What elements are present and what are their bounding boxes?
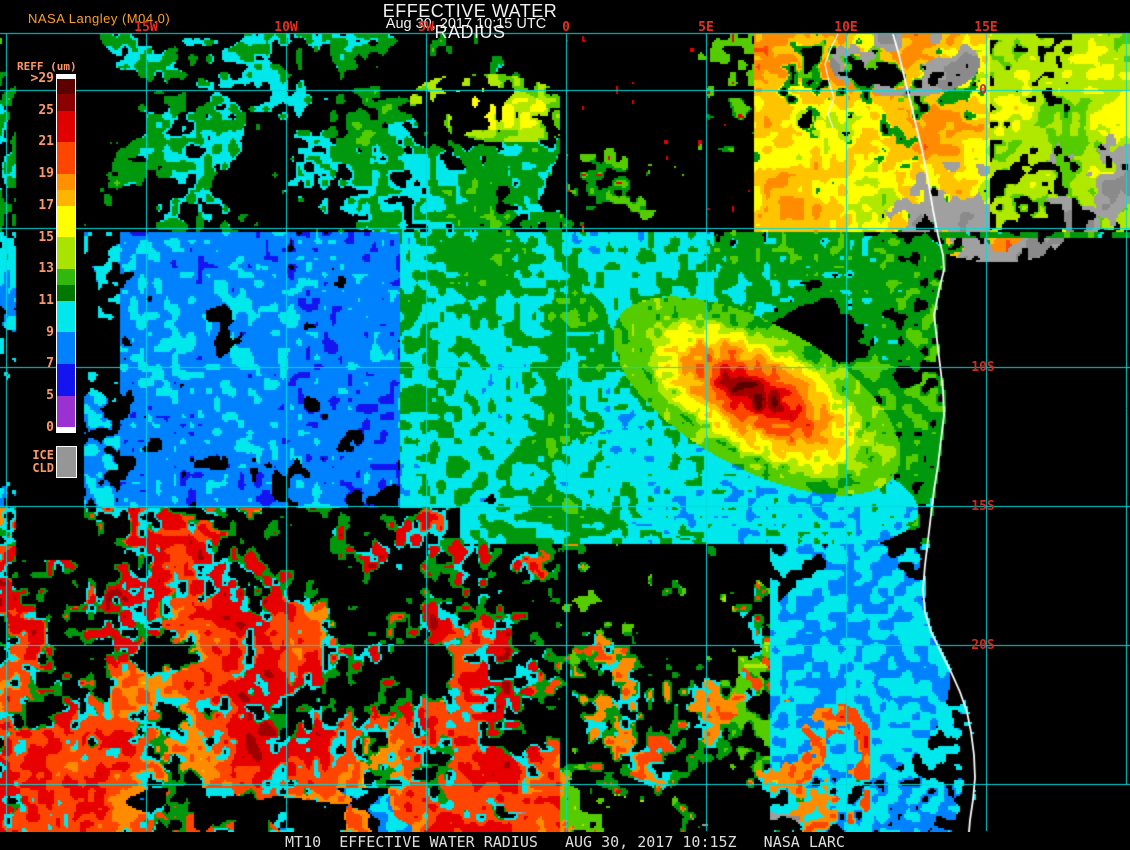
legend-colorbar — [56, 74, 76, 433]
map-subtitle: Aug 30, 2017 10:15 UTC — [385, 16, 547, 32]
legend-tick-21: 21 — [38, 134, 54, 150]
latitude-label-0: 0 — [979, 83, 987, 98]
longitude-label-15E: 15E — [974, 20, 998, 35]
legend-tick-7: 7 — [46, 356, 54, 372]
map-title: EFFECTIVE WATER RADIUS — [382, 1, 558, 42]
legend-tick-25: 25 — [38, 102, 54, 118]
latitude-label-15S: 15S — [971, 499, 995, 514]
longitude-label-10W: 10W — [274, 20, 298, 35]
longitude-label-10E: 10E — [834, 20, 858, 35]
legend-ice-swatch — [56, 446, 77, 478]
longitude-label-5W: 5W — [418, 20, 434, 35]
legend-ice-label: ICE — [32, 448, 54, 462]
legend-tick-0: 0 — [46, 419, 54, 435]
legend-tick-17: 17 — [38, 197, 54, 213]
legend-tick-gt29: >29 — [30, 71, 54, 86]
longitude-label-15W: 15W — [134, 20, 158, 35]
nasa-credit: NASA Langley (M04.0) — [28, 11, 171, 26]
longitude-label-5E: 5E — [698, 20, 714, 35]
legend-tick-19: 19 — [38, 166, 54, 182]
legend-tick-11: 11 — [38, 293, 54, 309]
latitude-label-20S: 20S — [971, 638, 995, 653]
legend-tick-9: 9 — [46, 324, 54, 340]
footer-text: MT10 EFFECTIVE WATER RADIUS AUG 30, 2017… — [285, 833, 845, 850]
legend-tick-15: 15 — [38, 229, 54, 245]
longitude-label-0: 0 — [562, 20, 570, 35]
latitude-label-10S: 10S — [971, 360, 995, 375]
legend-tick-13: 13 — [38, 261, 54, 277]
footer-bar: MT10 EFFECTIVE WATER RADIUS AUG 30, 2017… — [0, 832, 1130, 850]
legend-tick-5: 5 — [46, 388, 54, 404]
legend-cld-label: CLD — [32, 461, 54, 475]
legend-title: REFF (um) — [17, 60, 77, 73]
